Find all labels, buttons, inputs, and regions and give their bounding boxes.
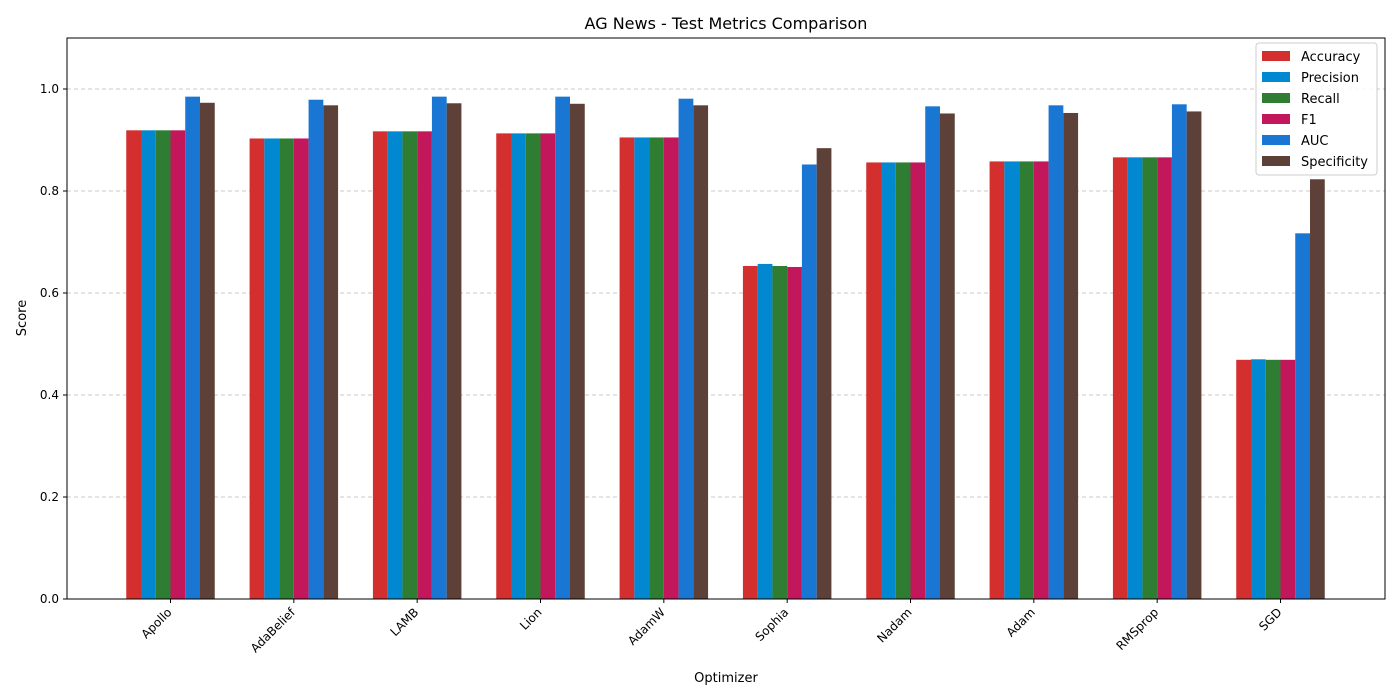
bar-specificity-adabelief (323, 105, 339, 599)
legend-swatch-precision (1262, 72, 1290, 82)
bar-accuracy-sgd (1236, 359, 1251, 599)
bar-f1-nadam (910, 162, 926, 599)
bar-precision-apollo (141, 130, 156, 599)
bar-accuracy-sophia (742, 265, 758, 599)
bar-auc-adamw (678, 98, 694, 599)
bar-accuracy-lion (496, 133, 511, 599)
legend-swatch-f1 (1262, 114, 1290, 124)
x-axis-title: Optimizer (694, 671, 758, 686)
bar-recall-adam (1019, 161, 1034, 600)
bar-precision-adam (1004, 161, 1020, 600)
bar-accuracy-apollo (126, 130, 141, 599)
bar-auc-nadam (925, 106, 940, 599)
bar-specificity-sophia (816, 148, 832, 599)
bar-accuracy-adamw (619, 137, 635, 599)
bar-f1-adam (1033, 161, 1049, 600)
plot-frame (66, 37, 1386, 600)
bar-auc-sophia (801, 164, 817, 600)
legend-swatch-accuracy (1262, 51, 1290, 61)
bar-auc-rmsprop (1171, 104, 1187, 600)
x-tick-label: LAMB (388, 605, 422, 639)
bar-accuracy-adabelief (249, 138, 265, 599)
bar-recall-apollo (155, 130, 171, 599)
bar-specificity-lamb (446, 103, 462, 599)
legend-swatch-recall (1262, 93, 1290, 103)
bar-auc-adam (1048, 105, 1064, 599)
x-tick-label: SGD (1256, 605, 1284, 633)
bar-f1-lion (540, 133, 556, 599)
y-tick-label: 0.2 (40, 490, 59, 504)
legend-label-recall: Recall (1301, 92, 1340, 107)
bar-recall-sophia (772, 265, 788, 599)
bar-recall-nadam (895, 162, 911, 599)
x-tick-label: Lion (517, 605, 545, 633)
y-axis-title: Score (15, 300, 30, 336)
legend: Accuracy Precision Recall F1 AUC Specificity (1255, 42, 1378, 176)
bar-recall-sgd (1265, 359, 1281, 599)
bar-precision-adabelief (264, 138, 280, 599)
bar-f1-adabelief (293, 138, 309, 599)
bar-auc-lamb (431, 96, 447, 600)
bar-recall-rmsprop (1142, 157, 1158, 599)
bar-f1-lamb (417, 131, 432, 599)
bar-specificity-rmsprop (1186, 111, 1202, 599)
y-tick-label: 1.0 (40, 82, 59, 96)
bar-auc-lion (555, 96, 570, 600)
bar-f1-rmsprop (1157, 157, 1172, 599)
chart-title: AG News - Test Metrics Comparison (585, 14, 868, 33)
bar-specificity-adamw (693, 105, 709, 599)
bars (126, 96, 1325, 600)
bar-precision-sophia (757, 263, 773, 599)
bar-f1-apollo (170, 130, 186, 599)
bar-accuracy-nadam (866, 162, 881, 599)
legend-swatch-auc (1262, 135, 1290, 145)
y-tick-label: 0.4 (40, 388, 59, 402)
y-tick-label: 0.0 (40, 592, 59, 606)
legend-label-auc: AUC (1301, 134, 1329, 149)
legend-swatch-specificity (1262, 156, 1290, 166)
bar-precision-sgd (1251, 359, 1266, 599)
bar-specificity-nadam (940, 113, 955, 599)
bar-f1-sophia (787, 266, 802, 599)
bar-auc-apollo (185, 96, 200, 600)
bar-auc-adabelief (308, 99, 324, 600)
x-axis: Apollo AdaBelief LAMB Lion AdamW Sophia Nadam A… (138, 599, 1285, 656)
bar-recall-lion (525, 133, 541, 599)
bar-specificity-sgd (1310, 179, 1325, 599)
bar-precision-lamb (387, 131, 403, 599)
x-tick-label: AdamW (625, 605, 668, 648)
bar-recall-adamw (649, 137, 664, 599)
x-tick-label: AdaBelief (248, 605, 299, 656)
x-tick-label: RMSprop (1114, 605, 1162, 653)
legend-label-precision: Precision (1301, 71, 1359, 86)
bar-recall-adabelief (279, 138, 294, 599)
bar-precision-rmsprop (1127, 157, 1143, 599)
bar-specificity-apollo (200, 102, 215, 600)
bar-specificity-lion (570, 103, 585, 599)
bar-precision-nadam (881, 162, 896, 599)
x-tick-label: Apollo (138, 605, 174, 641)
bar-auc-sgd (1295, 233, 1310, 599)
bar-recall-lamb (402, 131, 418, 599)
bar-specificity-adam (1063, 112, 1079, 599)
x-tick-label: Nadam (874, 605, 914, 645)
legend-label-f1: F1 (1301, 113, 1317, 128)
bar-f1-sgd (1280, 359, 1296, 599)
legend-label-accuracy: Accuracy (1301, 50, 1361, 65)
y-axis: 0.0 0.2 0.4 0.6 0.8 1.0 (40, 82, 67, 606)
x-tick-label: Sophia (752, 605, 791, 644)
bar-accuracy-adam (989, 161, 1005, 600)
bar-accuracy-lamb (372, 131, 388, 599)
x-tick-label: Adam (1004, 605, 1038, 639)
y-tick-label: 0.6 (40, 286, 59, 300)
bar-accuracy-rmsprop (1112, 157, 1128, 599)
bar-precision-lion (511, 133, 526, 599)
bar-f1-adamw (663, 137, 679, 599)
y-tick-label: 0.8 (40, 184, 59, 198)
bar-precision-adamw (634, 137, 650, 599)
legend-label-specificity: Specificity (1301, 155, 1368, 170)
